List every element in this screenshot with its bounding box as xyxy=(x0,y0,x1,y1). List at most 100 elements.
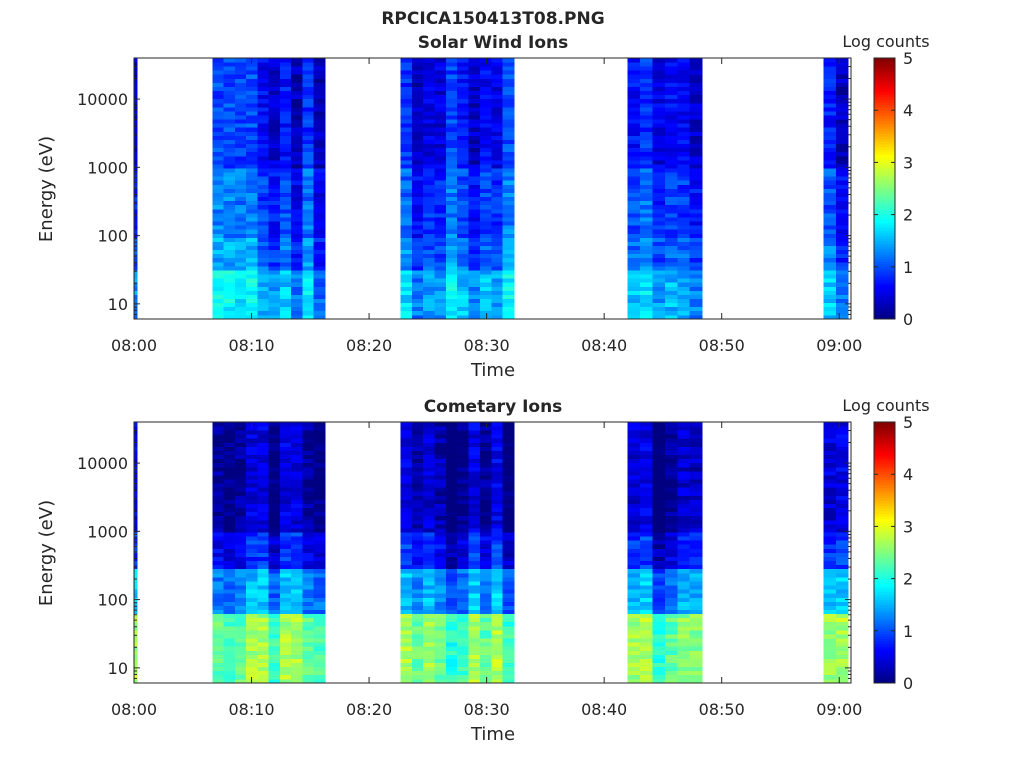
spectrogram-cell xyxy=(689,536,703,541)
spectrogram-cell xyxy=(689,188,703,193)
spectrogram-cell xyxy=(457,184,469,189)
spectrogram-cell xyxy=(411,212,424,218)
spectrogram-cell xyxy=(664,446,678,451)
spectrogram-cell xyxy=(400,143,413,149)
spectrogram-cell xyxy=(491,532,504,537)
spectrogram-cell xyxy=(468,200,481,206)
spectrogram-cell xyxy=(627,422,641,427)
spectrogram-cell xyxy=(279,479,292,484)
spectrogram-cell xyxy=(445,593,458,598)
spectrogram-cell xyxy=(664,298,678,304)
spectrogram-cell xyxy=(445,188,458,193)
colorbar-swatch xyxy=(874,211,895,216)
spectrogram-cell xyxy=(502,249,515,255)
colorbar-swatch xyxy=(874,285,895,289)
spectrogram-cell xyxy=(411,605,424,610)
spectrogram-cell xyxy=(291,184,303,189)
spectrogram-cell xyxy=(468,58,481,63)
spectrogram-cell xyxy=(302,221,315,226)
spectrogram-cell xyxy=(835,290,849,295)
spectrogram-cell xyxy=(627,127,641,132)
spectrogram-cell xyxy=(823,58,837,63)
spectrogram-cell xyxy=(652,261,666,267)
spectrogram-cell xyxy=(411,625,424,631)
spectrogram-cell xyxy=(689,629,703,635)
spectrogram-cell xyxy=(445,674,458,680)
spectrogram-cell xyxy=(627,249,641,255)
spectrogram-cell xyxy=(627,102,641,108)
spectrogram-cell xyxy=(257,479,270,484)
spectrogram-cell xyxy=(640,479,653,484)
spectrogram-cell xyxy=(400,654,413,659)
spectrogram-cell xyxy=(823,597,837,602)
spectrogram-cell xyxy=(423,523,435,529)
spectrogram-cell xyxy=(640,536,653,541)
spectrogram-cell xyxy=(677,168,691,173)
colorbar-swatch xyxy=(874,466,895,470)
spectrogram-cell xyxy=(234,576,247,582)
spectrogram-cell xyxy=(627,613,641,619)
spectrogram-cell xyxy=(652,70,666,75)
spectrogram-cell xyxy=(411,115,424,120)
spectrogram-cell xyxy=(434,528,447,533)
spectrogram-cell xyxy=(664,556,678,562)
spectrogram-cell xyxy=(257,102,270,108)
spectrogram-cell xyxy=(434,98,447,104)
spectrogram-cell xyxy=(664,204,678,210)
spectrogram-cell xyxy=(627,454,641,460)
spectrogram-cell xyxy=(268,519,281,525)
spectrogram-cell xyxy=(434,90,447,96)
spectrogram-cell xyxy=(234,601,247,606)
spectrogram-cell xyxy=(423,450,435,456)
spectrogram-cell xyxy=(234,446,247,451)
spectrogram-cell xyxy=(313,495,326,500)
spectrogram-cell xyxy=(468,462,481,468)
spectrogram-cell xyxy=(400,564,413,570)
spectrogram-cell xyxy=(234,298,247,304)
spectrogram-cell xyxy=(664,111,678,116)
spectrogram-cell xyxy=(677,434,691,439)
spectrogram-cell xyxy=(400,617,413,623)
spectrogram-cell xyxy=(302,119,315,124)
spectrogram-cell xyxy=(400,184,413,189)
spectrogram-cell xyxy=(502,572,515,578)
spectrogram-cell xyxy=(445,560,458,566)
spectrogram-cell xyxy=(627,278,641,283)
spectrogram-cell xyxy=(268,282,281,287)
colorbar-swatch xyxy=(874,300,895,304)
spectrogram-cell xyxy=(302,164,315,169)
colorbar-swatch xyxy=(874,620,895,624)
spectrogram-cell xyxy=(627,462,641,468)
spectrogram-cell xyxy=(823,139,837,145)
spectrogram-cell xyxy=(823,650,837,655)
spectrogram-cell xyxy=(445,519,458,525)
spectrogram-cell xyxy=(835,674,849,680)
spectrogram-cell xyxy=(246,98,258,104)
spectrogram-cell xyxy=(134,78,138,83)
spectrogram-cell xyxy=(411,609,424,615)
spectrogram-cell xyxy=(627,168,641,173)
spectrogram-cell xyxy=(491,98,504,104)
spectrogram-cell xyxy=(279,172,292,177)
spectrogram-cell xyxy=(652,217,666,222)
spectrogram-cell xyxy=(627,106,641,112)
spectrogram-cell xyxy=(223,556,236,562)
spectrogram-cell xyxy=(835,678,849,684)
spectrogram-cell xyxy=(302,82,315,87)
spectrogram-cell xyxy=(268,479,281,484)
spectrogram-cell xyxy=(423,70,435,75)
spectrogram-cell xyxy=(400,151,413,157)
colorbar-swatch xyxy=(874,245,895,250)
spectrogram-cell xyxy=(445,62,458,67)
spectrogram-cell xyxy=(664,666,678,672)
spectrogram-cell xyxy=(457,221,469,226)
spectrogram-cell xyxy=(268,98,281,104)
spectrogram-cell xyxy=(411,523,424,529)
spectrogram-cell xyxy=(234,241,247,246)
colorbar-swatch xyxy=(874,455,895,460)
spectrogram-cell xyxy=(291,519,303,525)
spectrogram-cell xyxy=(400,503,413,509)
colorbar-swatch xyxy=(874,141,895,145)
spectrogram-cell xyxy=(445,568,458,574)
